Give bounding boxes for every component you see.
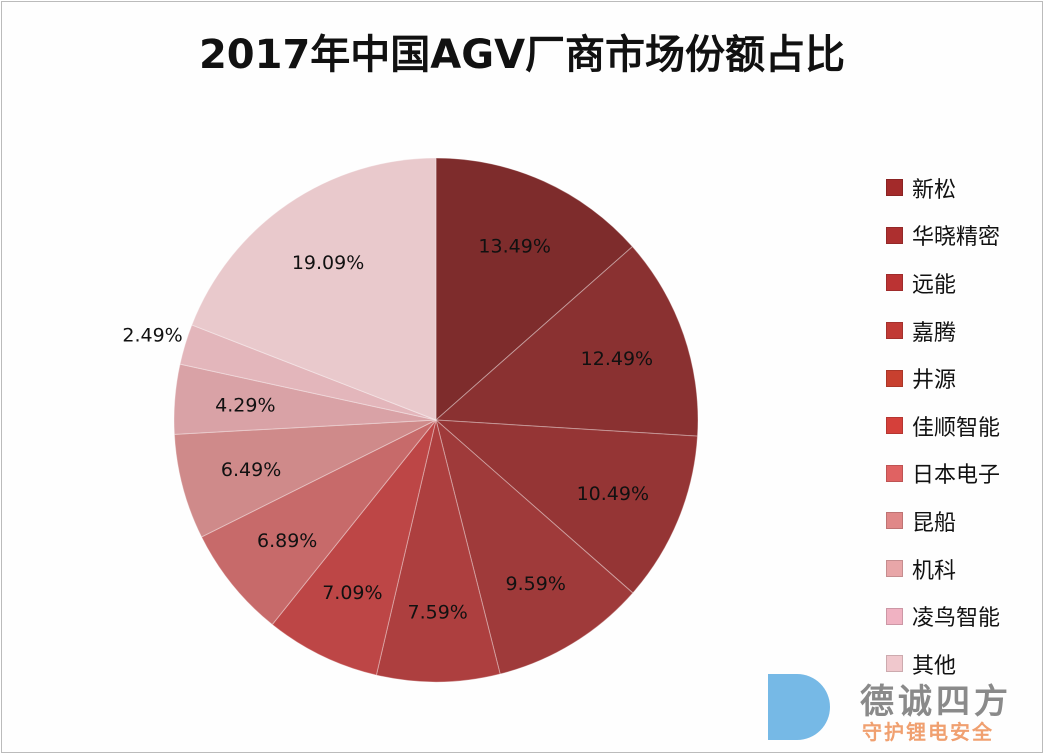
pie-slice-7	[173, 419, 437, 538]
legend-item: 远能	[886, 259, 1000, 307]
pie-slice-8	[173, 363, 437, 435]
legend-swatch	[886, 655, 903, 673]
legend-item: 佳顺智能	[886, 402, 1000, 450]
data-label-6: 6.89%	[257, 530, 317, 552]
legend-swatch	[886, 607, 903, 625]
pie-slice-4	[375, 419, 501, 683]
pie-slice-10	[191, 157, 437, 421]
legend-swatch	[886, 512, 903, 530]
data-label-0: 13.49%	[478, 236, 550, 258]
watermark-logo: 德诚四方 守护锂电安全	[760, 670, 1040, 750]
legend-label: 昆船	[912, 510, 957, 536]
legend-swatch	[886, 464, 903, 482]
legend-label: 机科	[912, 558, 957, 584]
pie-slice-3	[435, 418, 634, 675]
data-label-2: 10.49%	[577, 483, 649, 505]
legend-item: 井源	[886, 354, 1000, 402]
legend-item: 其他	[886, 640, 1000, 688]
pie-slice-1	[434, 245, 699, 437]
legend-item: 嘉腾	[886, 307, 1000, 355]
data-label-1: 12.49%	[581, 348, 653, 370]
pie-slice-0	[435, 157, 634, 422]
watermark-brand: 德诚四方	[860, 682, 1012, 722]
legend-label: 嘉腾	[912, 320, 957, 346]
legend-swatch	[886, 560, 903, 578]
legend-label: 井源	[912, 368, 957, 394]
legend-item: 日本电子	[886, 450, 1000, 498]
data-label-5: 7.09%	[322, 582, 382, 604]
legend-label: 日本电子	[912, 463, 1001, 489]
legend-label: 新松	[912, 177, 957, 203]
legend-swatch	[886, 417, 903, 435]
legend-label: 凌鸟智能	[912, 606, 1001, 632]
legend-label: 华晓精密	[912, 225, 1001, 251]
data-label-8: 4.29%	[215, 395, 275, 417]
data-label-7: 6.49%	[221, 459, 281, 481]
legend-item: 华晓精密	[886, 212, 1000, 260]
pie-slice-2	[434, 419, 699, 594]
chart-title: 2017年中国AGV厂商市场份额占比	[198, 32, 846, 78]
legend-label: 其他	[912, 653, 957, 679]
watermark-slogan: 守护锂电安全	[862, 720, 994, 744]
logo-d-icon	[768, 674, 830, 740]
data-label-10: 19.09%	[292, 252, 364, 274]
data-label-3: 9.59%	[506, 573, 566, 595]
legend-swatch	[886, 322, 903, 340]
legend-swatch	[886, 179, 903, 197]
pie-slice-6	[200, 419, 437, 626]
legend-item: 新松	[886, 164, 1000, 212]
legend-item: 凌鸟智能	[886, 592, 1000, 640]
legend-label: 佳顺智能	[912, 415, 1001, 441]
legend-item: 昆船	[886, 497, 1000, 545]
pie-slice-9	[179, 324, 437, 421]
data-label-9: 2.49%	[122, 324, 182, 346]
legend-swatch	[886, 274, 903, 292]
legend-item: 机科	[886, 545, 1000, 593]
data-label-4: 7.59%	[408, 601, 468, 623]
legend-label: 远能	[912, 272, 957, 298]
legend-swatch	[886, 369, 903, 387]
pie-slice-5	[271, 419, 437, 676]
legend-swatch	[886, 226, 903, 244]
legend: 新松华晓精密远能嘉腾井源佳顺智能日本电子昆船机科凌鸟智能其他	[886, 164, 1000, 688]
